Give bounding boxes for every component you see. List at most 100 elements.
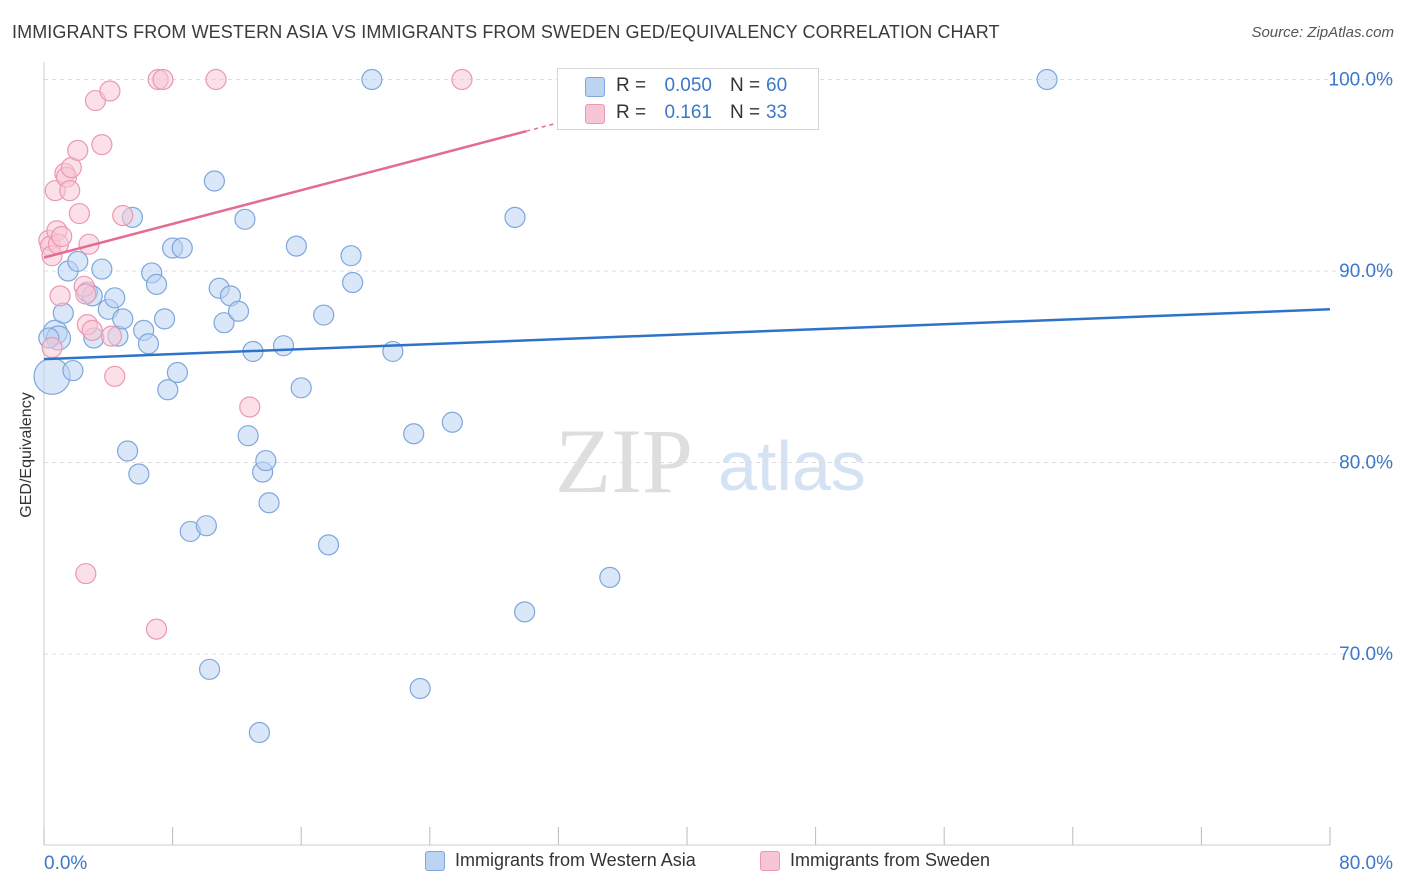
point-western-asia [67,250,89,273]
point-sweden [41,337,63,359]
series-western-asia [33,68,1058,744]
point-sweden [59,179,81,202]
point-western-asia [145,273,168,296]
series-legend: Immigrants from Western Asia Immigrants … [0,850,1406,880]
point-western-asia [258,492,280,514]
point-sweden [67,139,89,161]
point-sweden [49,285,71,307]
stats-legend: R = 0.050 N = 60 R = 0.161 N = 33 [557,68,819,130]
point-sweden [239,396,261,418]
point-western-asia [255,449,277,472]
stats-row-western-asia: R = 0.050 N = 60 [558,73,820,101]
y-axis-label: GED/Equivalency [18,392,35,518]
western-asia-legend-swatch [425,850,445,871]
legend-item-sweden[interactable]: Immigrants from Sweden [760,850,990,871]
point-sweden [112,204,134,227]
point-sweden [99,80,121,102]
point-western-asia [409,677,431,700]
sweden-swatch [585,104,605,124]
point-western-asia [1036,68,1058,91]
point-western-asia [342,271,364,294]
y-tick-label: 90.0% [1339,261,1393,282]
point-western-asia [116,440,139,462]
point-sweden [100,325,123,347]
point-western-asia [272,335,295,357]
n-value: 60 [766,75,788,96]
point-sweden [75,283,97,305]
point-western-asia [62,359,84,382]
point-western-asia [290,377,312,399]
point-western-asia [112,308,134,330]
y-tick-label: 100.0% [1329,70,1394,91]
n-value: 33 [766,102,788,123]
n-label: N = [730,75,761,96]
trend-line-sweden [43,129,527,259]
y-tick-label: 80.0% [1339,453,1393,474]
chart-title: IMMIGRANTS FROM WESTERN ASIA VS IMMIGRAN… [12,22,1000,42]
point-western-asia [137,333,160,355]
point-sweden [81,319,103,341]
stats-row-sweden: R = 0.161 N = 33 [558,100,820,128]
r-value: 0.161 [664,102,712,123]
point-western-asia [203,170,225,192]
source-label: Source: ZipAtlas.com [1251,24,1394,41]
point-western-asia [237,425,259,447]
n-label: N = [730,102,761,123]
point-sweden [104,365,126,387]
axes [43,62,1331,846]
tick-labels: 70.0% 80.0% 90.0% 100.0% 0.0% 80.0% [44,70,1393,875]
point-western-asia [104,287,126,309]
point-western-asia [128,463,150,485]
legend-item-western-asia[interactable]: Immigrants from Western Asia [425,850,696,871]
point-western-asia [195,515,217,537]
watermark-zip: ZIP [555,410,693,512]
point-western-asia [441,411,463,433]
point-western-asia [153,308,176,330]
legend-label-western-asia: Immigrants from Western Asia [455,850,696,870]
watermark-atlas: atlas [718,427,866,505]
point-western-asia [317,534,340,556]
point-western-asia [52,302,74,324]
point-sweden [75,562,97,585]
point-western-asia [403,423,425,445]
point-western-asia [171,237,193,259]
point-sweden [451,68,473,91]
point-western-asia [234,208,256,230]
sweden-legend-swatch [760,850,780,871]
western-asia-swatch [585,77,605,97]
x-tick-label-min: 0.0% [44,853,87,874]
point-western-asia [227,300,250,322]
gridlines [44,79,1392,655]
x-tick-label-max: 80.0% [1339,853,1393,874]
point-western-asia [361,68,383,91]
point-western-asia [157,379,179,401]
trend-lines [43,119,1331,361]
point-western-asia [91,258,113,280]
point-western-asia [285,235,307,257]
y-tick-label: 70.0% [1339,644,1393,665]
point-western-asia [198,658,221,680]
legend-label-sweden: Immigrants from Sweden [790,850,991,870]
point-sweden [205,68,227,91]
point-sweden [91,134,113,156]
point-sweden [51,225,73,248]
point-western-asia [248,721,271,744]
r-label: R = [616,102,647,123]
point-sweden [152,68,174,91]
point-western-asia [166,361,189,384]
point-sweden [145,618,168,640]
trend-line-western-asia [43,308,1331,361]
watermark: ZIP atlas [555,410,866,512]
point-western-asia [504,206,526,228]
point-western-asia [313,304,335,326]
r-value: 0.050 [664,75,712,96]
y-axis-label-wrap: GED/Equivalency [18,392,38,655]
point-western-asia [340,245,362,267]
point-western-asia [213,312,235,334]
series-sweden [38,68,473,640]
point-sweden [68,202,90,225]
point-western-asia [599,566,621,589]
point-western-asia [514,601,536,623]
r-label: R = [616,75,647,96]
